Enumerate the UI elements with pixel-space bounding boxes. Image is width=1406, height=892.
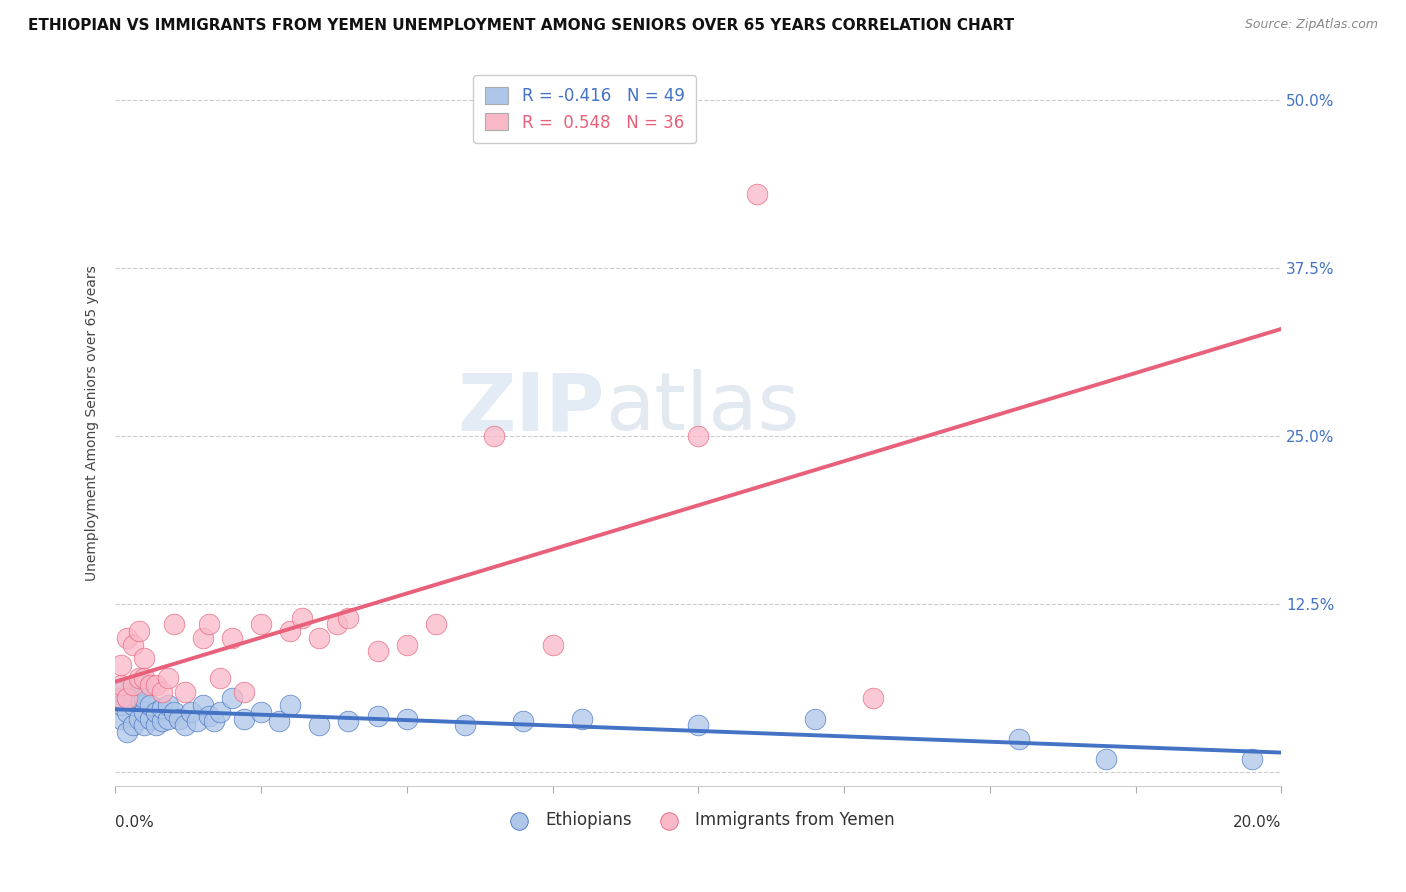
Point [267,714,290,729]
Point [156,712,179,726]
Point [115,631,138,645]
Point [232,712,254,726]
Point [688,718,710,732]
Point [367,709,389,723]
Point [512,714,534,729]
Text: Source: ZipAtlas.com: Source: ZipAtlas.com [1244,18,1378,31]
Point [150,700,173,714]
Point [804,712,827,726]
Point [169,712,191,726]
Legend: Ethiopians, Immigrants from Yemen: Ethiopians, Immigrants from Yemen [495,805,901,836]
Point [128,671,150,685]
Point [128,678,150,692]
Point [150,684,173,698]
Point [745,187,768,202]
Point [221,631,243,645]
Point [337,610,360,624]
Text: 20.0%: 20.0% [1233,815,1281,830]
Point [128,712,150,726]
Point [541,638,564,652]
Point [121,684,143,698]
Point [134,671,156,685]
Point [156,671,179,685]
Point [110,678,132,692]
Point [115,725,138,739]
Point [139,712,162,726]
Point [232,684,254,698]
Point [278,698,301,712]
Point [425,617,447,632]
Point [326,617,349,632]
Point [139,678,162,692]
Point [209,705,232,719]
Point [115,691,138,706]
Point [134,705,156,719]
Point [862,691,884,706]
Point [484,429,506,443]
Point [337,714,360,729]
Text: ZIP: ZIP [458,369,605,447]
Point [110,691,132,706]
Point [308,631,330,645]
Point [291,610,314,624]
Point [145,705,167,719]
Point [180,705,202,719]
Point [367,644,389,658]
Point [134,691,156,706]
Point [395,712,418,726]
Point [110,698,132,712]
Point [1095,752,1118,766]
Point [145,678,167,692]
Text: 0.0%: 0.0% [115,815,155,830]
Point [115,691,138,706]
Point [110,712,132,726]
Point [197,709,219,723]
Point [162,617,184,632]
Point [110,657,132,672]
Point [250,617,273,632]
Point [139,698,162,712]
Point [1241,752,1264,766]
Point [278,624,301,639]
Point [121,678,143,692]
Point [688,429,710,443]
Point [395,638,418,652]
Point [571,712,593,726]
Point [162,705,184,719]
Point [128,624,150,639]
Point [121,718,143,732]
Point [191,631,214,645]
Text: atlas: atlas [605,369,800,447]
Point [454,718,477,732]
Point [221,691,243,706]
Point [150,714,173,729]
Point [308,718,330,732]
Point [128,691,150,706]
Point [197,617,219,632]
Point [134,718,156,732]
Point [145,718,167,732]
Point [134,651,156,665]
Point [110,684,132,698]
Point [174,718,197,732]
Point [250,705,273,719]
Point [186,714,208,729]
Point [156,698,179,712]
Point [115,705,138,719]
Point [202,714,225,729]
Point [121,638,143,652]
Point [121,698,143,712]
Point [1008,731,1031,746]
Point [209,671,232,685]
Point [191,698,214,712]
Text: ETHIOPIAN VS IMMIGRANTS FROM YEMEN UNEMPLOYMENT AMONG SENIORS OVER 65 YEARS CORR: ETHIOPIAN VS IMMIGRANTS FROM YEMEN UNEMP… [28,18,1014,33]
Y-axis label: Unemployment Among Seniors over 65 years: Unemployment Among Seniors over 65 years [86,265,100,581]
Point [174,684,197,698]
